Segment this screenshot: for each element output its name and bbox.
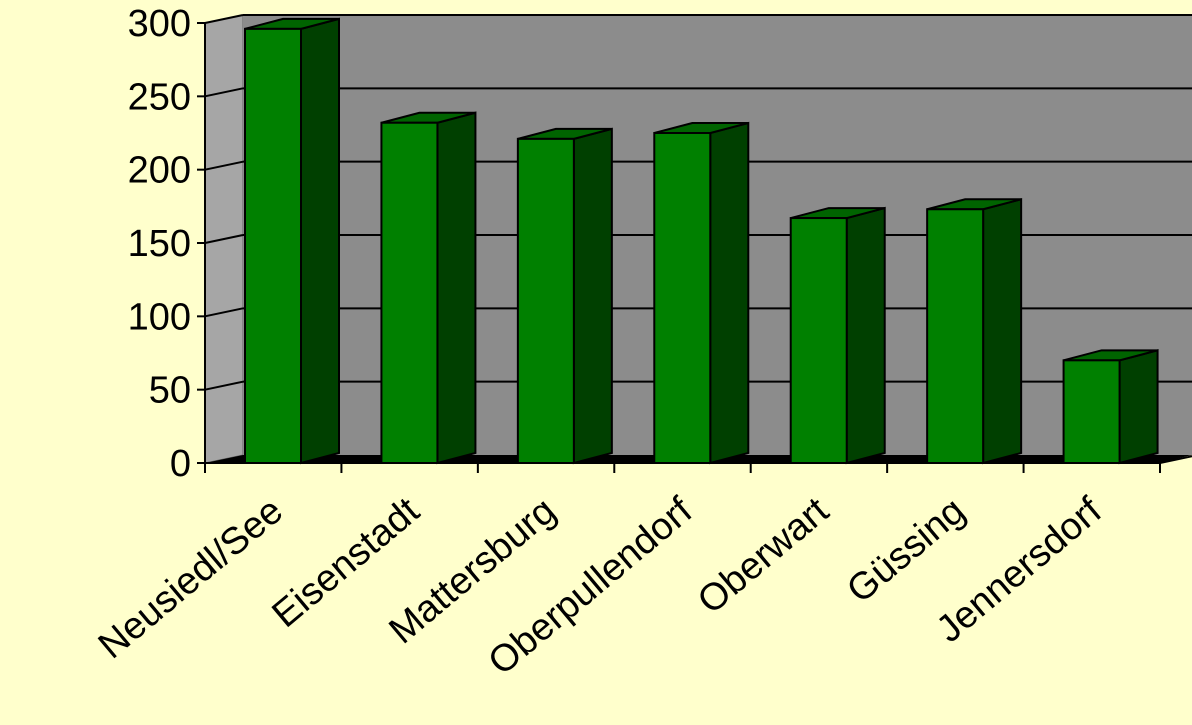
gridline-side [204, 87, 244, 98]
x-tick-label: Neusiedl/See [91, 490, 291, 667]
bar-side-face [982, 197, 1023, 465]
y-tick-label: 250 [128, 76, 191, 118]
y-tick-label: 0 [170, 443, 191, 485]
bar-front-face [244, 27, 302, 464]
gridline-side [204, 14, 244, 24]
gridline-side [204, 307, 244, 318]
bar-front-face [1062, 359, 1121, 465]
y-tick-label: 50 [149, 370, 191, 412]
bar-front-face [516, 137, 575, 464]
y-tick-label: 300 [128, 3, 191, 45]
x-tick-label: Oberwart [690, 489, 837, 622]
bar-side-face [572, 127, 613, 465]
bar-front-face [926, 208, 985, 464]
bar-side-face [436, 111, 477, 465]
bar [653, 121, 750, 465]
bars [244, 17, 1159, 465]
y-tick-label: 200 [128, 150, 191, 192]
y-axis-tick-labels: 0 50 100 150 200 250 300 [128, 3, 191, 485]
x-axis-tick-labels: Neusiedl/SeeEisenstadtMattersburgOberpul… [91, 489, 1110, 683]
bar [380, 111, 477, 465]
bar [1062, 349, 1159, 465]
bar-side-face [1118, 349, 1159, 465]
gridline-side [204, 380, 244, 391]
bar [516, 127, 613, 465]
bar-side-face [709, 121, 750, 465]
x-tick-label: Güssing [839, 490, 973, 612]
bar [926, 197, 1023, 465]
bar-side-face [845, 206, 886, 465]
bar-side-face [300, 17, 340, 465]
bar [789, 206, 886, 465]
y-tick-label: 100 [128, 296, 191, 338]
bar-front-face [653, 132, 712, 464]
bar [244, 17, 340, 465]
gridline-side [204, 160, 244, 171]
bar-front-face [380, 121, 439, 464]
y-tick-label: 150 [128, 223, 191, 265]
gridline-side [204, 234, 244, 244]
bar-front-face [789, 217, 848, 464]
